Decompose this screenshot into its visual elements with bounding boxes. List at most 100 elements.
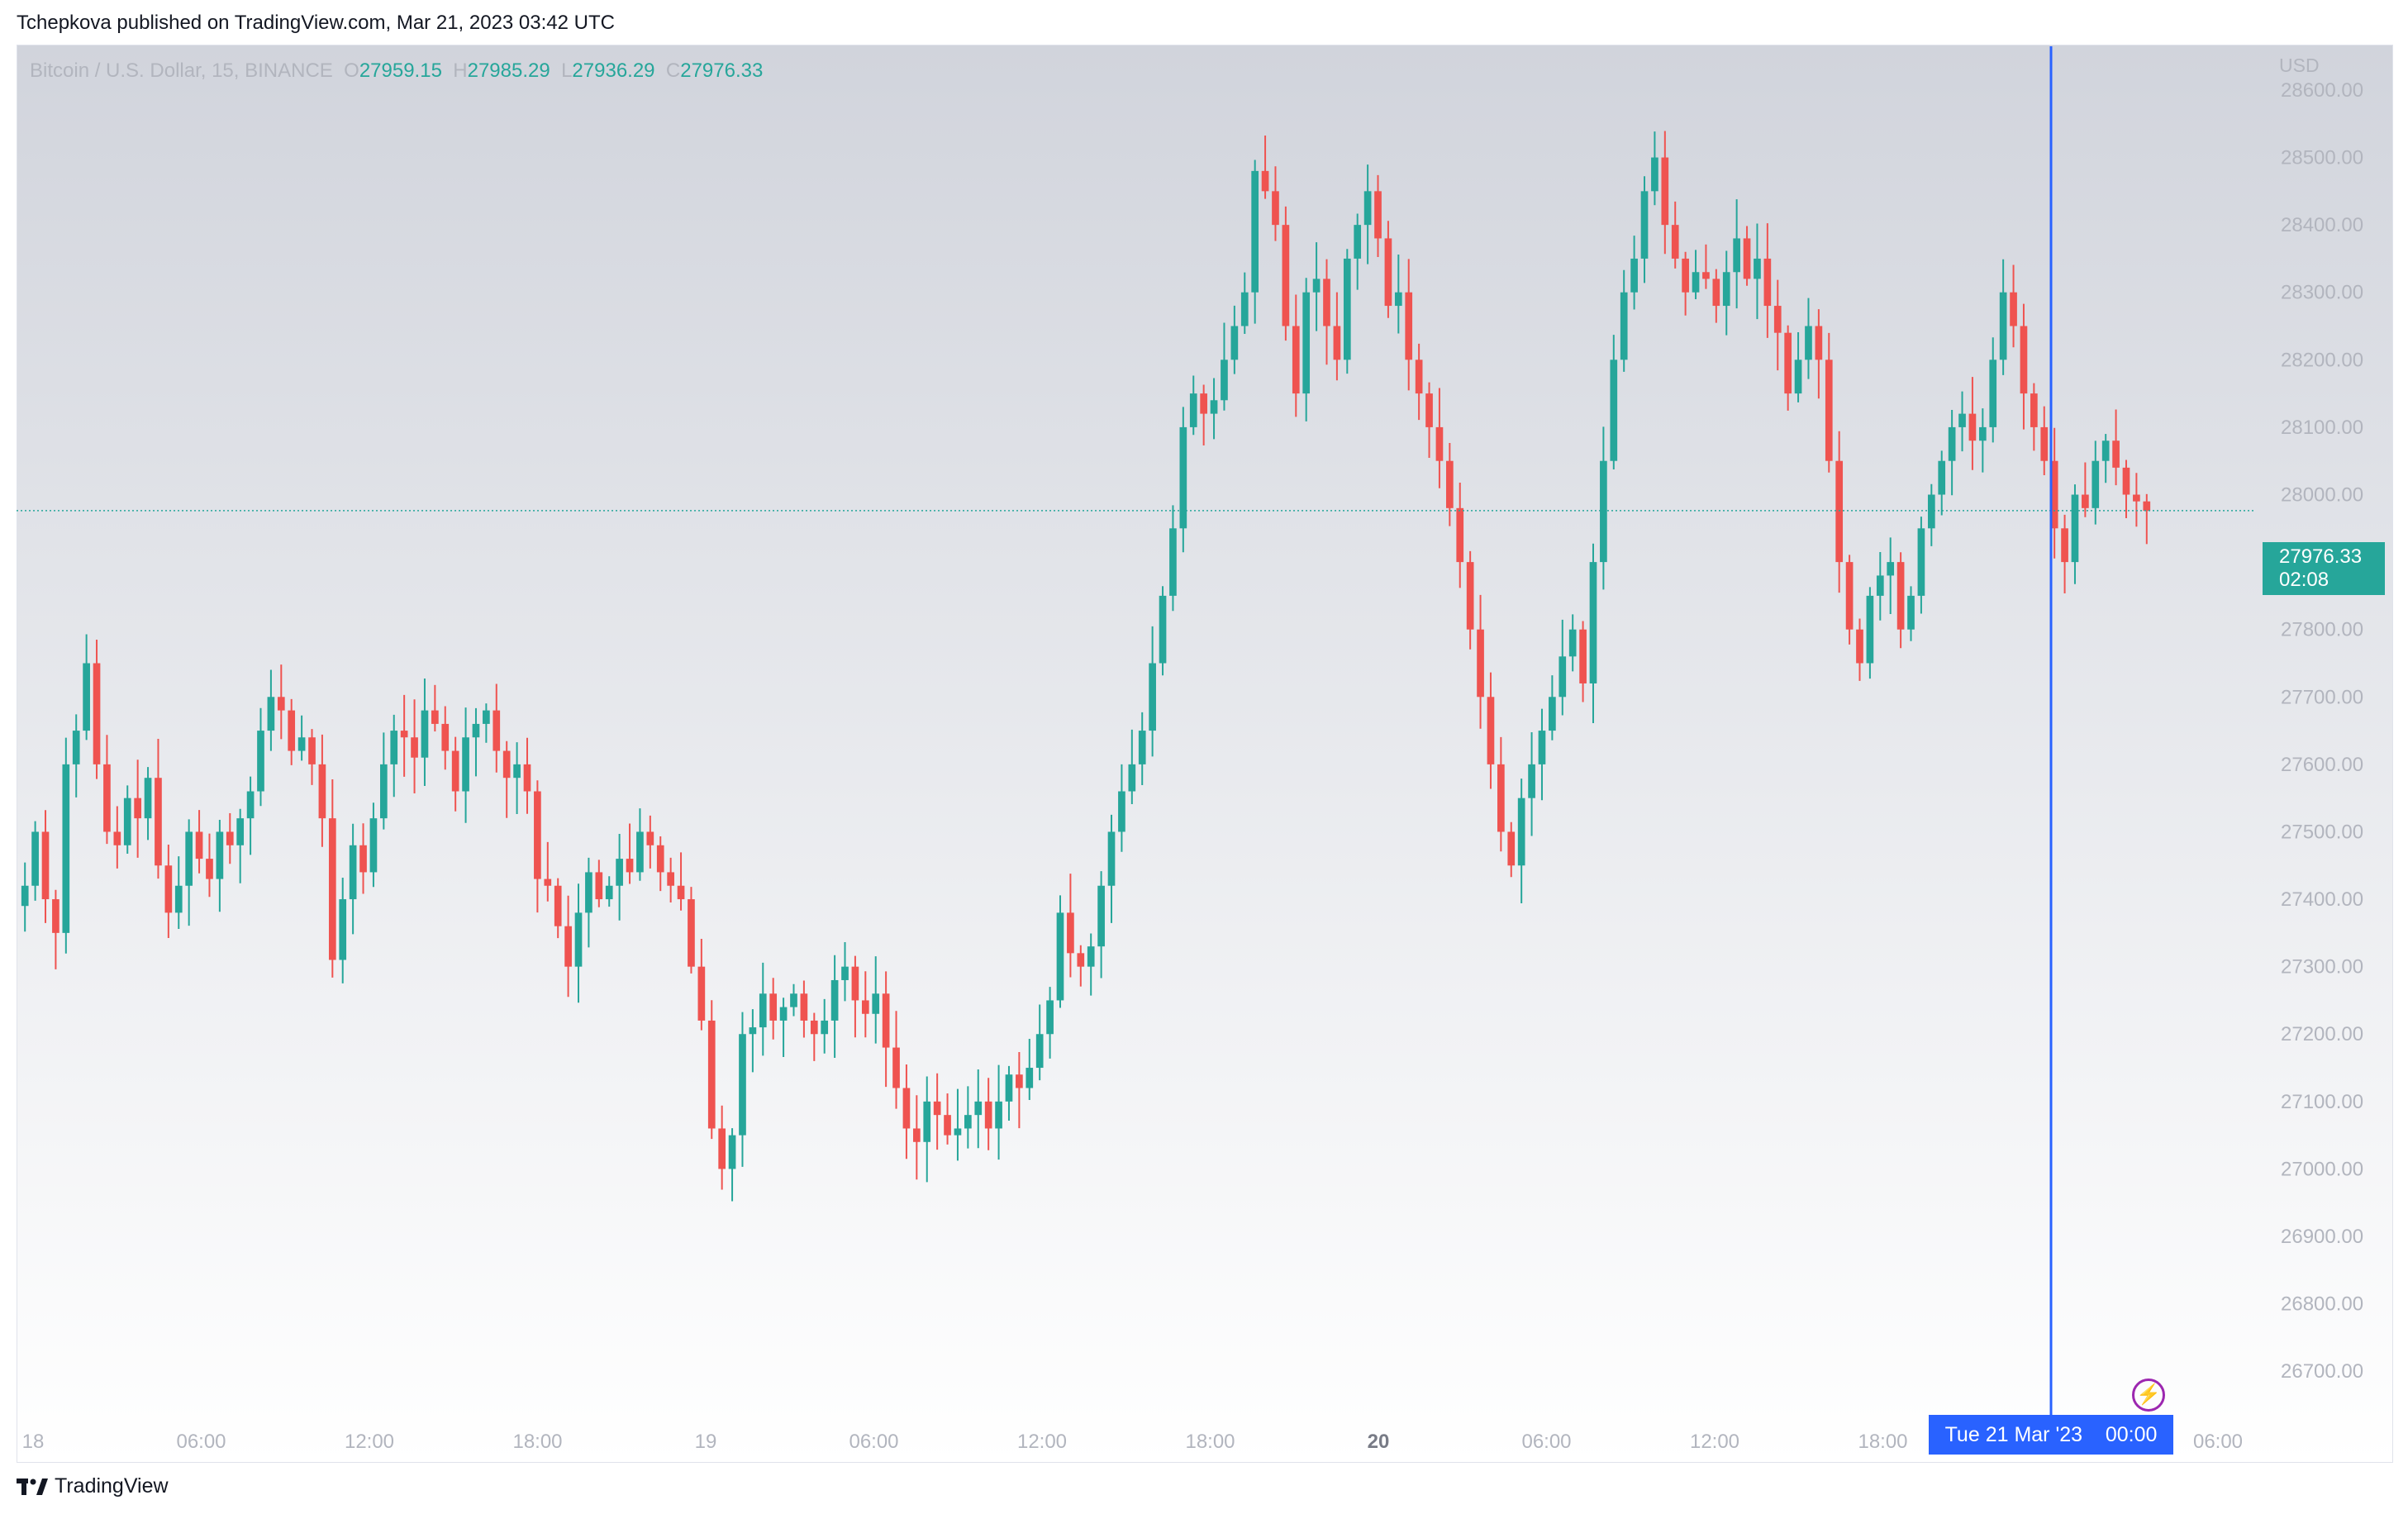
candle-body	[123, 798, 131, 845]
footer-brand[interactable]: TradingView	[17, 1474, 169, 1498]
price-tick-label: 27300.00	[2281, 956, 2363, 979]
candle-body	[1876, 575, 1884, 596]
lightning-icon[interactable]: ⚡	[2132, 1379, 2165, 1412]
candle-body	[288, 710, 296, 751]
candle-body	[1784, 332, 1792, 394]
candle-body	[195, 831, 203, 859]
candle-body	[1149, 663, 1156, 731]
candle-body	[544, 879, 552, 886]
candle-body	[226, 831, 234, 845]
candle-body	[1251, 170, 1259, 293]
time-tick-label: 06:00	[176, 1431, 226, 1453]
candle-body	[902, 1088, 911, 1129]
candle-body	[1866, 595, 1874, 664]
candle-body	[1026, 1068, 1034, 1088]
candle-body	[1640, 191, 1649, 259]
candle-body	[451, 750, 459, 792]
candle-body	[1938, 460, 1946, 495]
candle-body	[308, 737, 316, 764]
price-tick-label: 27000.00	[2281, 1158, 2363, 1180]
close-label: C	[665, 60, 681, 82]
time-tick-label: 06:00	[1521, 1431, 1571, 1453]
candle-body	[1210, 400, 1218, 414]
candle-body	[339, 899, 347, 960]
candle-body	[1702, 272, 1710, 279]
candle-body	[656, 845, 664, 873]
candle-body	[933, 1101, 941, 1116]
candle-body	[144, 778, 152, 819]
symbol-legend: Bitcoin / U.S. Dollar, 15, BINANCE O 2795…	[30, 60, 763, 83]
candle-body	[1394, 292, 1402, 307]
candle-body	[667, 872, 674, 886]
candle-body	[359, 845, 367, 873]
price-tick-label: 26800.00	[2281, 1293, 2363, 1316]
candle-body	[2082, 494, 2089, 508]
candle-body	[1282, 225, 1290, 326]
candle-body	[923, 1101, 931, 1142]
candle-body	[349, 845, 357, 900]
candle-body	[62, 764, 70, 933]
candle-body	[1610, 360, 1618, 461]
candle-body	[1312, 279, 1321, 293]
time-tick-label: 06:00	[849, 1431, 898, 1453]
candle-body	[1067, 912, 1074, 954]
candle-body	[1968, 413, 1977, 441]
candle-body	[1384, 238, 1392, 307]
candle-body	[1835, 460, 1844, 563]
time-tick-label: 18:00	[512, 1431, 562, 1453]
symbol-name[interactable]: Bitcoin / U.S. Dollar, 15, BINANCE	[30, 60, 333, 82]
candle-body	[2020, 326, 2028, 394]
candle-body	[800, 993, 808, 1021]
candles-series	[21, 131, 2151, 1202]
candle-body	[574, 912, 583, 967]
candle-body	[697, 966, 706, 1021]
candle-body	[1118, 791, 1125, 832]
candle-body	[1887, 562, 1895, 576]
candle-body	[1035, 1034, 1044, 1069]
candle-body	[1907, 595, 1915, 630]
open-label: O	[344, 60, 359, 82]
price-tick-label: 27400.00	[2281, 888, 2363, 911]
candle-body	[872, 993, 880, 1014]
candle-body	[707, 1020, 716, 1129]
candle-body	[441, 723, 450, 751]
candle-body	[216, 831, 224, 879]
candle-body	[554, 885, 562, 926]
candle-body	[1415, 360, 1423, 394]
low-label: L	[561, 60, 573, 82]
candle-body	[1763, 258, 1772, 307]
candle-body	[821, 1020, 829, 1035]
candle-body	[1169, 528, 1177, 596]
candle-body	[1179, 426, 1187, 529]
candle-body	[1445, 460, 1454, 508]
currency-label[interactable]: USD	[2279, 55, 2320, 76]
candle-body	[1405, 292, 1413, 360]
candle-body	[134, 798, 141, 819]
candle-body	[2122, 467, 2130, 495]
crosshair-time-label: Tue 21 Mar '23 00:00	[1929, 1415, 2173, 1455]
candle-body	[605, 885, 613, 900]
candle-body	[472, 723, 480, 738]
candle-body	[964, 1115, 972, 1129]
candle-body	[318, 764, 326, 819]
candle-body	[2040, 426, 2049, 461]
last-price-value: 27976.33	[2279, 545, 2363, 568]
candle-body	[718, 1128, 726, 1169]
candle-body	[1528, 764, 1535, 798]
candle-body	[1323, 279, 1330, 326]
candle-body	[2112, 440, 2120, 468]
candle-body	[1425, 393, 1433, 427]
candle-body	[1773, 306, 1782, 333]
candle-body	[1240, 292, 1249, 326]
candle-body	[534, 791, 541, 879]
candle-body	[72, 731, 80, 764]
candle-body	[297, 737, 306, 751]
time-axis[interactable]: 18 06:00 12:00 18:00 19 06:00 12:00 18:00 20 06:0…	[22, 1431, 2243, 1453]
time-tick-label: 06:00	[2193, 1431, 2243, 1453]
candle-body	[1651, 157, 1658, 192]
time-tick-label: 12:00	[345, 1431, 394, 1453]
price-axis[interactable]: 26700.00 26800.00 26900.00 27000.00 27100.00…	[2281, 79, 2363, 1383]
candle-body	[790, 993, 797, 1007]
price-tick-label: 28100.00	[2281, 417, 2363, 439]
